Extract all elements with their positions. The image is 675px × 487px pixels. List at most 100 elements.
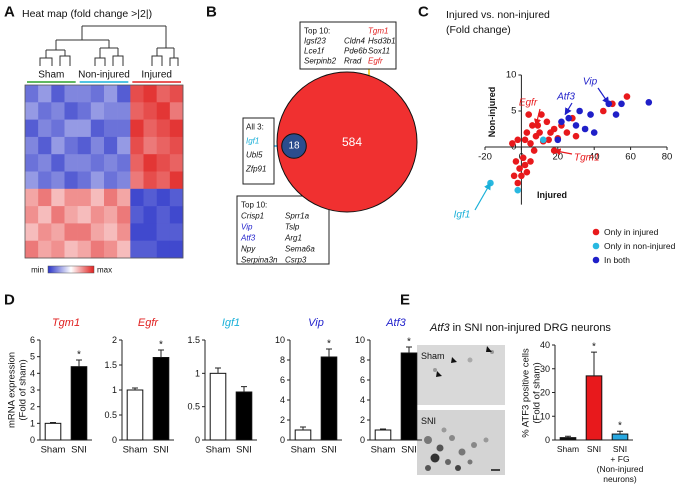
scatter-point <box>509 140 516 147</box>
y-tick-label: 2 <box>30 402 35 412</box>
y-axis-label: mRNA expression <box>7 352 18 428</box>
scatter-point <box>645 99 653 106</box>
heatmap-cell <box>38 188 52 207</box>
heatmap-cell <box>38 154 52 172</box>
heatmap-cell <box>104 188 118 207</box>
gene-name: Serpina3n <box>241 256 278 265</box>
heatmap-cell <box>51 154 65 172</box>
heatmap-cell <box>77 240 92 259</box>
y-tick-label: 8 <box>280 355 285 365</box>
heatmap-cell <box>143 119 157 138</box>
bar <box>400 352 418 441</box>
colorbar-label: min <box>31 266 44 275</box>
annotation-arrow <box>597 87 610 105</box>
venn-count: 18 <box>288 141 300 152</box>
heatmap-cell <box>169 102 184 120</box>
bar <box>374 429 392 441</box>
legend-label: Only in non-injured <box>604 241 675 251</box>
y-tick-label: 4 <box>30 368 35 378</box>
panel-title-gene: Atf3 <box>429 322 450 334</box>
heatmap-cell <box>104 154 118 172</box>
scatter-point <box>543 118 551 126</box>
panel-letter: C <box>418 4 429 21</box>
scatter-point <box>618 100 625 108</box>
x-tick-label: SNI <box>613 444 627 454</box>
heatmap-cell <box>77 136 92 155</box>
error-bar <box>50 422 56 424</box>
heatmap-cell <box>77 188 92 207</box>
scatter-point <box>514 136 522 144</box>
heatmap-cell <box>169 119 184 138</box>
error-bar <box>241 386 247 392</box>
heatmap-cell <box>25 85 39 103</box>
heatmap-cell <box>104 136 118 155</box>
gene-name: Hsd3b1 <box>368 37 396 46</box>
significance: * <box>159 340 163 351</box>
gene-name: Ubl5 <box>246 151 263 160</box>
heatmap-cell <box>51 240 65 259</box>
box-title: All 3: <box>246 123 264 132</box>
heatmap-cell <box>25 102 39 120</box>
scatter-point <box>510 172 518 180</box>
micrograph-sni <box>417 410 505 475</box>
heatmap-cell <box>51 136 65 155</box>
heatmap-cell <box>38 171 52 190</box>
x-tick-label: Sham <box>557 444 579 454</box>
dendrogram <box>39 25 179 66</box>
error-bar <box>380 428 386 430</box>
chart-title: Atf3 <box>385 317 406 329</box>
heatmap-cell <box>130 119 144 138</box>
heatmap-cell <box>64 206 78 224</box>
x-tick-label: Sham <box>123 445 148 456</box>
y-tick-label: 6 <box>360 375 365 385</box>
heatmap-cell <box>104 85 118 103</box>
heatmap-cell <box>64 136 78 155</box>
heatmap-cell <box>25 223 39 241</box>
scatter-point <box>565 114 573 122</box>
heatmap-cell <box>169 206 184 224</box>
colorbar <box>47 265 95 274</box>
error-bar <box>565 435 571 438</box>
heatmap-cell <box>25 206 39 224</box>
heatmap-cell <box>90 136 105 155</box>
venn-circle <box>276 71 418 213</box>
heatmap-cell <box>117 119 131 138</box>
scatter-point <box>581 125 589 133</box>
x-tick-label: Sham <box>206 445 231 456</box>
annotation-arrow <box>553 148 573 156</box>
scatter-point <box>590 129 598 136</box>
heatmap-cell <box>104 206 118 224</box>
heatmap-cell <box>25 188 39 207</box>
panel-letter: A <box>4 4 15 21</box>
scatter-point <box>538 111 545 118</box>
x-tick-label: neurons) <box>603 474 637 484</box>
heatmap-cell <box>130 85 144 103</box>
bar <box>235 391 253 441</box>
y-tick-label: 0 <box>511 142 516 153</box>
heatmap-cell <box>51 171 65 190</box>
heatmap-cell <box>90 102 105 120</box>
panel-subtitle: (Fold change) <box>446 24 511 36</box>
heatmap-cell <box>143 223 157 241</box>
annotation: Vip <box>583 77 598 88</box>
x-tick-label: (Non-injured <box>597 464 644 474</box>
heatmap-cell <box>25 136 39 155</box>
heatmap-cell <box>143 102 157 120</box>
scatter-point <box>516 165 523 172</box>
scatter-point <box>527 140 534 147</box>
scatter-point <box>539 136 547 144</box>
significance: * <box>592 342 596 353</box>
panel-letter: B <box>206 4 217 21</box>
y-tick-label: 1 <box>112 385 117 395</box>
group-label: Injured <box>141 70 172 81</box>
y-tick-label: 10 <box>506 70 517 81</box>
heatmap-cell <box>104 171 118 190</box>
heatmap-cell <box>117 136 131 155</box>
x-tick-label: 20 <box>553 152 564 163</box>
gene-name: Rrad <box>344 57 362 66</box>
gene-name: Serpinb2 <box>304 57 337 66</box>
y-tick-label: 1 <box>30 418 35 428</box>
image-label: SNI <box>421 416 436 426</box>
heatmap-cell <box>169 154 184 172</box>
heatmap-cell <box>156 206 171 224</box>
